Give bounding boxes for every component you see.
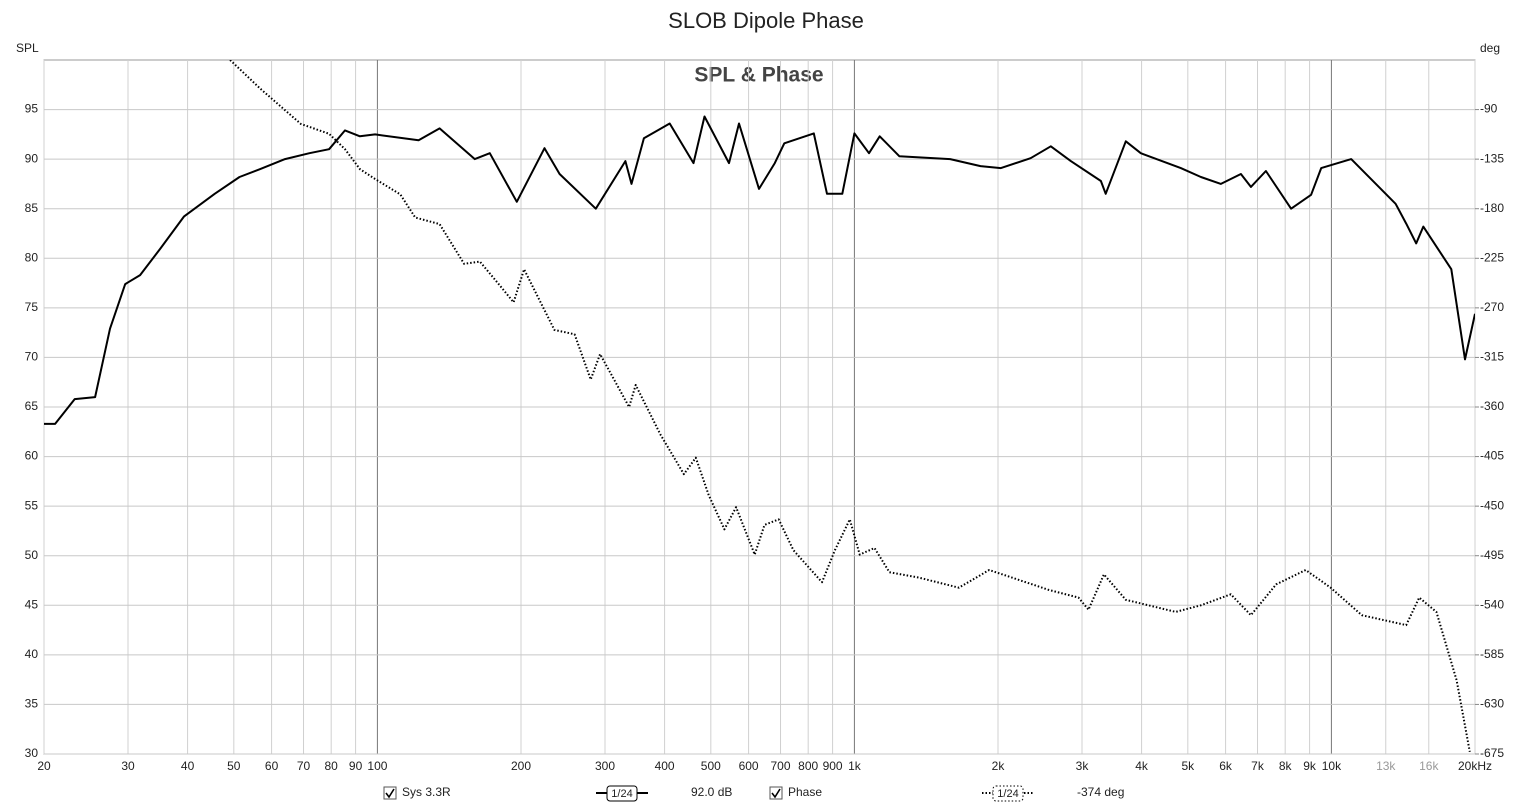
y2-tick-label: -495: [1480, 548, 1504, 562]
x-tick-label: 10k: [1322, 759, 1342, 773]
y2-tick-label: -405: [1480, 449, 1504, 463]
legend-checkbox: [769, 786, 783, 800]
x-tick-label: 70: [297, 759, 311, 773]
legend-check: [385, 788, 395, 799]
y2-tick-label: -225: [1480, 250, 1504, 264]
chart-title: SLOB Dipole Phase: [668, 8, 864, 33]
y-tick-label: 80: [25, 250, 39, 264]
x-tick-label: 200: [511, 759, 531, 773]
x-tick-label: 50: [227, 759, 241, 773]
y2-tick-label: -135: [1480, 151, 1504, 165]
x-tick-label: 400: [655, 759, 675, 773]
y2-tick-label: -585: [1480, 647, 1504, 661]
x-tick-label: 900: [823, 759, 843, 773]
y-tick-label: 50: [25, 548, 39, 562]
y2-tick-label: -180: [1480, 201, 1504, 215]
x-tick-label: 40: [181, 759, 195, 773]
x-tick-label: 700: [771, 759, 791, 773]
x-tick-label: 6k: [1219, 759, 1233, 773]
x-tick-label: 8k: [1279, 759, 1293, 773]
y2-tick-label: -540: [1480, 597, 1504, 611]
legend-smoothing: 1/24: [611, 788, 632, 800]
y-tick-label: 35: [25, 697, 39, 711]
x-tick-label: 13k: [1376, 759, 1396, 773]
x-tick-label: 80: [325, 759, 339, 773]
x-tick-label: 16k: [1419, 759, 1439, 773]
y-axis-label: SPL: [16, 41, 39, 55]
legend-smoothing: 1/24: [997, 788, 1018, 800]
y-tick-label: 55: [25, 498, 39, 512]
legend-check: [771, 788, 781, 799]
x-tick-label: 600: [739, 759, 759, 773]
y2-tick-label: -675: [1480, 746, 1504, 760]
x-tick-label: 100: [367, 759, 387, 773]
x-tick-label: 4k: [1135, 759, 1149, 773]
y-tick-label: 95: [25, 102, 39, 116]
marks: [44, 60, 1475, 752]
y-tick-label: 85: [25, 201, 39, 215]
y-tick-label: 90: [25, 151, 39, 165]
y2-axis-label: deg: [1480, 41, 1500, 55]
x-tick-label: 7k: [1251, 759, 1265, 773]
y2-tick-label: -360: [1480, 399, 1504, 413]
y-tick-label: 60: [25, 449, 39, 463]
legend-smoothing-box: [992, 785, 1024, 802]
grid: 20 30 40 50 60 70 80 90 100 200 300 400 500 600 700 800…: [25, 60, 1504, 773]
legend-label: Phase: [788, 785, 822, 799]
x-tick-label: 30: [121, 759, 135, 773]
y-tick-label: 45: [25, 597, 39, 611]
x-tick-label: 9k: [1303, 759, 1317, 773]
y2-tick-label: -90: [1480, 102, 1498, 116]
legend-label: Sys 3.3R: [402, 785, 451, 799]
x-tick-label: 60: [265, 759, 279, 773]
y-tick-label: 40: [25, 647, 39, 661]
y2-tick-label: -315: [1480, 350, 1504, 364]
y2-tick-label: -450: [1480, 498, 1504, 512]
legend: Sys 3.3R 1/24 92.0 dB Phase 1/24 -374 deg: [383, 785, 1124, 802]
x-tick-label: 800: [798, 759, 818, 773]
series-line: [44, 115, 1475, 425]
x-tick-label: 3k: [1076, 759, 1090, 773]
legend-readout: 92.0 dB: [691, 785, 732, 799]
x-tick-label: 300: [595, 759, 615, 773]
y2-tick-label: -270: [1480, 300, 1504, 314]
x-tick-label: 90: [349, 759, 363, 773]
y-tick-label: 30: [25, 746, 39, 760]
x-tick-label: 1k: [848, 759, 862, 773]
x-tick-label: 2k: [992, 759, 1006, 773]
x-tick-label: 500: [701, 759, 721, 773]
x-tick-label: 20kHz: [1458, 759, 1492, 773]
plot-subtitle: SPL & Phase: [694, 64, 823, 87]
legend-checkbox: [383, 786, 397, 800]
x-tick-label: 5k: [1181, 759, 1195, 773]
y2-tick-label: -630: [1480, 697, 1504, 711]
y-tick-label: 70: [25, 350, 39, 364]
legend-readout: -374 deg: [1077, 785, 1124, 799]
legend-smoothing-box: [606, 785, 638, 802]
y-tick-label: 75: [25, 300, 39, 314]
series-line: [229, 60, 1471, 752]
y-tick-label: 65: [25, 399, 39, 413]
x-tick-label: 20: [37, 759, 51, 773]
